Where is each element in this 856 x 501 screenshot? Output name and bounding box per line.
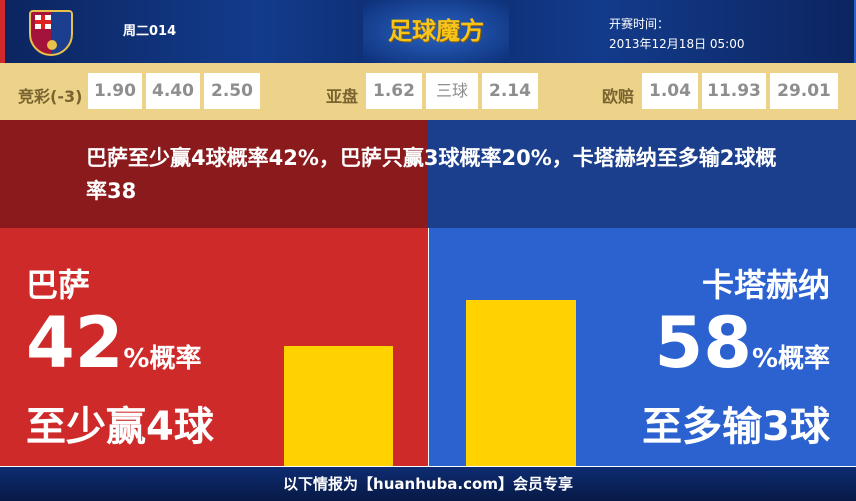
right-percent: 58%概率	[655, 302, 830, 384]
odds-value: 4.40	[146, 73, 200, 109]
left-team: 巴萨	[26, 266, 91, 304]
right-percent-value: 58	[654, 302, 752, 384]
left-result: 至少赢4球	[26, 404, 214, 450]
brand-logo: 足球魔方	[363, 0, 509, 63]
footer-banner[interactable]: 以下情报为【huanhuba.com】会员专享	[0, 467, 856, 501]
right-probability-bar	[466, 300, 576, 466]
odds-value: 1.62	[366, 73, 422, 109]
odds-value: 三球	[426, 73, 478, 109]
headline-bg-right	[428, 120, 856, 228]
odds-value: 2.50	[204, 73, 260, 109]
start-value: 2013年12月18日 05:00	[609, 37, 745, 51]
odds-value: 29.01	[770, 73, 838, 109]
odds-value: 11.93	[702, 73, 766, 109]
yapan-label: 亚盘	[326, 87, 359, 106]
start-label: 开赛时间：	[609, 17, 670, 31]
left-percent-suffix: %概率	[123, 344, 202, 374]
headline: 巴萨至少赢4球概率42%，巴萨只赢3球概率20%，卡塔赫纳至多输2球概率38	[86, 146, 777, 203]
headline-bg-left	[0, 120, 428, 228]
left-probability-bar	[284, 346, 393, 466]
jingcai-label: 竞彩(-3)	[18, 87, 83, 106]
start-time: 开赛时间： 2013年12月18日 05:00	[609, 14, 744, 54]
fcb-logo-icon	[29, 10, 73, 56]
match-id: 周二014	[123, 24, 177, 39]
right-panel: 卡塔赫纳 58%概率 至多输3球	[429, 228, 856, 466]
right-percent-suffix: %概率	[751, 344, 830, 374]
odds-bar: 竞彩(-3) 1.90 4.40 2.50 亚盘 1.62 三球 2.14 欧赔…	[0, 63, 856, 120]
odds-value: 1.04	[642, 73, 698, 109]
left-percent-value: 42	[26, 302, 124, 384]
right-team: 卡塔赫纳	[701, 266, 830, 304]
header: 周二014 足球魔方 开赛时间： 2013年12月18日 05:00	[0, 0, 856, 63]
odds-value: 1.90	[88, 73, 142, 109]
oupei-label: 欧赔	[602, 87, 635, 106]
left-panel: 巴萨 42%概率 至少赢4球	[0, 228, 428, 466]
right-result: 至多输3球	[642, 404, 830, 450]
left-percent: 42%概率	[26, 302, 201, 384]
odds-value: 2.14	[482, 73, 538, 109]
